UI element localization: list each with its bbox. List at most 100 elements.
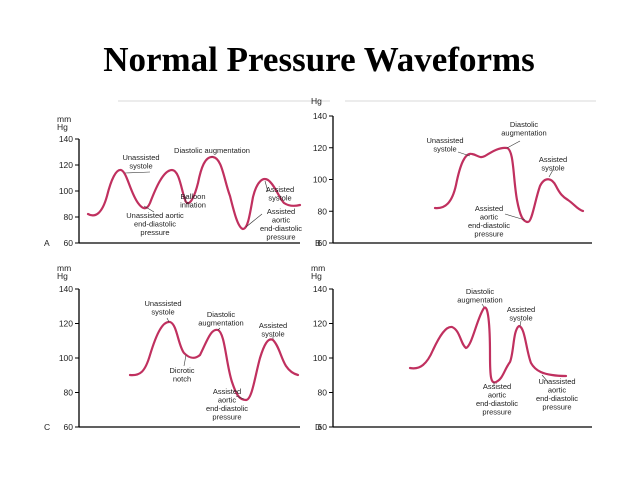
annotation-label: systole bbox=[541, 164, 564, 173]
leader-line bbox=[519, 320, 522, 327]
y-tick-label: 120 bbox=[59, 160, 73, 170]
annotation-label: pressure bbox=[140, 228, 169, 237]
annotation-label: inflation bbox=[180, 201, 206, 210]
leader-line bbox=[217, 327, 221, 331]
annotation-label: pressure bbox=[482, 408, 511, 417]
annotation-label: pressure bbox=[266, 233, 295, 242]
leader-line bbox=[143, 205, 155, 213]
annotation-label: augmentation bbox=[501, 129, 546, 138]
annotation-label: Unassisted bbox=[538, 377, 575, 386]
annotation-label: Dicrotic bbox=[169, 366, 194, 375]
annotation-label: end-diastolic bbox=[468, 221, 510, 230]
leader-line bbox=[124, 171, 151, 174]
y-tick-label: 100 bbox=[59, 353, 73, 363]
leader-line bbox=[183, 354, 187, 367]
pressure-waveform bbox=[433, 146, 585, 224]
leader-line bbox=[457, 151, 471, 157]
annotation-label: pressure bbox=[474, 230, 503, 239]
y-tick-label: 140 bbox=[59, 284, 73, 294]
annotation-label: Balloon bbox=[180, 192, 205, 201]
y-unit-label: Hg bbox=[57, 271, 68, 281]
leader-line bbox=[506, 140, 521, 149]
annotation-label: Unassisted bbox=[426, 136, 463, 145]
leader-line bbox=[184, 195, 187, 203]
annotation-label: Unassisted bbox=[144, 299, 181, 308]
leader-line bbox=[541, 374, 549, 383]
annotation-label: Diastolic augmentation bbox=[174, 146, 250, 155]
annotation-label: Diastolic bbox=[466, 287, 495, 296]
annotation-label: Diastolic bbox=[207, 310, 236, 319]
pressure-waveform bbox=[408, 306, 568, 384]
y-tick-label: 80 bbox=[64, 388, 74, 398]
annotation-label: aortic bbox=[488, 391, 507, 400]
annotation-label: systole bbox=[433, 145, 456, 154]
y-tick-label: 100 bbox=[313, 175, 327, 185]
annotation-label: end-diastolic bbox=[134, 220, 176, 229]
y-unit-label: Hg bbox=[311, 271, 322, 281]
annotation-label: pressure bbox=[212, 413, 241, 422]
annotation-label: augmentation bbox=[198, 319, 243, 328]
annotation-label: aortic bbox=[218, 396, 237, 405]
annotation-label: systole bbox=[509, 314, 532, 323]
y-tick-label: 60 bbox=[318, 422, 328, 432]
annotation-label: Assisted bbox=[267, 207, 295, 216]
y-unit-label: mm bbox=[311, 263, 325, 273]
pressure-waveform bbox=[128, 320, 300, 402]
panel-label: B bbox=[315, 238, 321, 248]
annotation-label: Unassisted bbox=[122, 153, 159, 162]
leader-line bbox=[245, 213, 263, 228]
y-unit-label: Hg bbox=[311, 96, 322, 106]
y-tick-label: 60 bbox=[64, 422, 74, 432]
annotation-label: end-diastolic bbox=[536, 394, 578, 403]
annotation-label: aortic bbox=[548, 386, 567, 395]
y-tick-label: 100 bbox=[59, 186, 73, 196]
leader-line bbox=[548, 169, 554, 178]
slide-title: Normal Pressure Waveforms bbox=[103, 40, 535, 79]
leader-line bbox=[481, 303, 485, 308]
y-tick-label: 140 bbox=[59, 134, 73, 144]
y-tick-label: 60 bbox=[318, 238, 328, 248]
y-unit-label: Hg bbox=[57, 122, 68, 132]
annotation-label: Unassisted aortic bbox=[126, 211, 184, 220]
y-tick-label: 80 bbox=[64, 212, 74, 222]
y-tick-label: 120 bbox=[313, 143, 327, 153]
annotation-label: end-diastolic bbox=[260, 224, 302, 233]
annotation-label: systole bbox=[261, 330, 284, 339]
panel-b: 1401201008060HgBUnassistedsystoleDiastol… bbox=[311, 96, 592, 248]
annotation-label: aortic bbox=[272, 216, 291, 225]
annotation-label: Assisted bbox=[507, 305, 535, 314]
y-unit-label: mm bbox=[57, 263, 71, 273]
annotation-label: Assisted bbox=[475, 204, 503, 213]
annotation-label: end-diastolic bbox=[476, 399, 518, 408]
annotation-label: systole bbox=[129, 162, 152, 171]
y-tick-label: 80 bbox=[318, 206, 328, 216]
y-tick-label: 80 bbox=[318, 388, 328, 398]
annotation-label: end-diastolic bbox=[206, 404, 248, 413]
panel-a: 1401201008060mmHgAUnassistedsystoleDiast… bbox=[44, 114, 302, 248]
annotation-label: notch bbox=[173, 375, 191, 384]
y-tick-label: 140 bbox=[313, 111, 327, 121]
annotation-label: aortic bbox=[480, 213, 499, 222]
panel-label: C bbox=[44, 422, 50, 432]
annotation-label: systole bbox=[268, 194, 291, 203]
annotation-label: Assisted bbox=[213, 387, 241, 396]
y-tick-label: 120 bbox=[313, 319, 327, 329]
annotation-label: Diastolic bbox=[510, 120, 539, 129]
y-unit-label: mm bbox=[57, 114, 71, 124]
panel-label: D bbox=[315, 422, 321, 432]
annotation-label: Assisted bbox=[266, 185, 294, 194]
pressure-waveform bbox=[86, 155, 302, 231]
y-tick-label: 140 bbox=[313, 284, 327, 294]
annotation-label: Assisted bbox=[483, 382, 511, 391]
leader-line bbox=[504, 213, 526, 221]
leader-line bbox=[264, 180, 269, 193]
panel-label: A bbox=[44, 238, 50, 248]
y-tick-label: 120 bbox=[59, 319, 73, 329]
annotation-label: systole bbox=[151, 308, 174, 317]
annotation-label: pressure bbox=[542, 403, 571, 412]
annotation-label: Assisted bbox=[539, 155, 567, 164]
y-tick-label: 60 bbox=[64, 238, 74, 248]
